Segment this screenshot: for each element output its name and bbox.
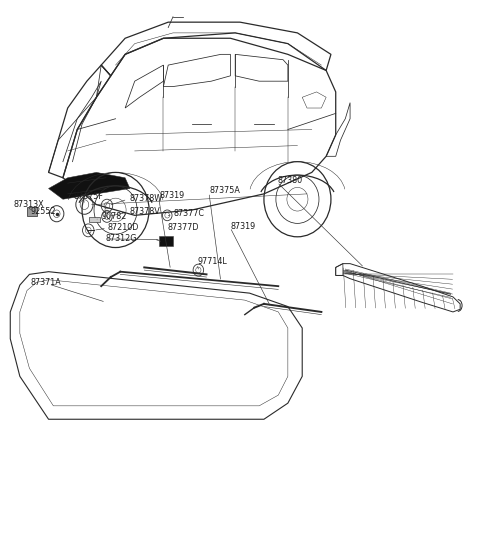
Text: 90782: 90782: [101, 213, 127, 222]
Text: 87375F: 87375F: [73, 192, 103, 201]
Text: 87378W: 87378W: [130, 194, 163, 203]
Text: 87319: 87319: [231, 222, 256, 231]
Text: 87377C: 87377C: [174, 209, 205, 218]
Text: 87312G: 87312G: [106, 234, 137, 243]
Polygon shape: [48, 172, 130, 199]
Text: 87210D: 87210D: [108, 223, 139, 232]
Text: 87380: 87380: [277, 176, 302, 185]
Text: 97714L: 97714L: [197, 257, 227, 266]
Text: 87377D: 87377D: [167, 223, 199, 232]
Bar: [27, 207, 37, 216]
Text: 92552: 92552: [31, 207, 57, 216]
Bar: [89, 217, 100, 222]
Text: 87319: 87319: [159, 191, 185, 200]
Text: 87371A: 87371A: [30, 279, 61, 287]
Text: 87375A: 87375A: [210, 186, 241, 195]
Text: 87378V: 87378V: [130, 207, 161, 216]
Text: 87313X: 87313X: [13, 200, 44, 209]
Bar: [158, 236, 173, 246]
